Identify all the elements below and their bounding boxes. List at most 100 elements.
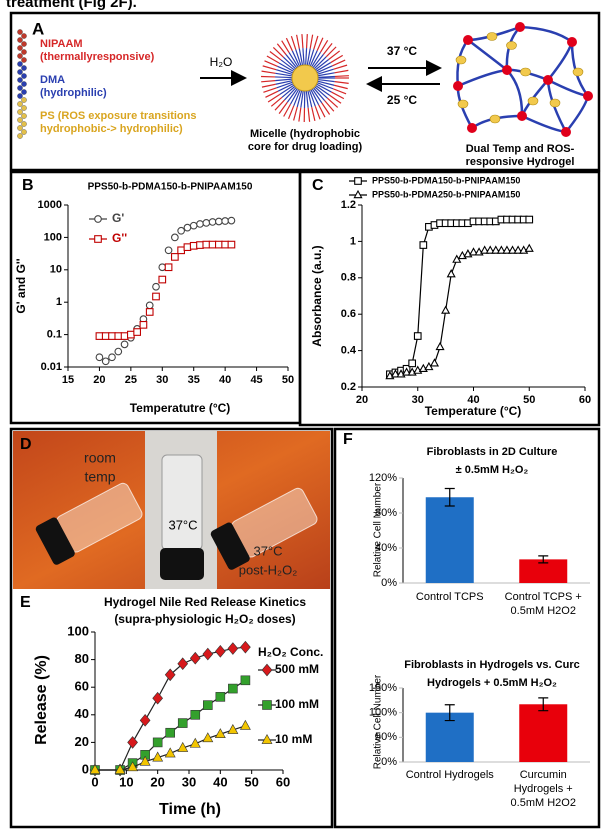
marker (221, 240, 229, 249)
marker (108, 332, 116, 340)
micelle-chain (295, 49, 302, 66)
y-axis-label: Relative Cell Number (373, 482, 384, 577)
ps-node (455, 55, 467, 65)
panel-a-frame (9, 11, 601, 172)
micelle-chain (291, 50, 301, 67)
y-axis-label: G' and G'' (14, 258, 28, 313)
y-tick-label: 40 (75, 706, 89, 721)
bead (17, 61, 23, 67)
marker (95, 353, 104, 362)
micelle-chain (311, 88, 323, 104)
error-bar (444, 704, 455, 722)
marker (139, 755, 151, 766)
x-tick-label: 35 (188, 374, 200, 386)
y-tick-label: 1000 (38, 199, 62, 211)
marker (189, 651, 201, 665)
marker (101, 332, 110, 340)
micelle-chain (288, 52, 299, 68)
vial-cap (210, 522, 250, 570)
bead (17, 101, 23, 107)
micelle-chain (317, 80, 335, 86)
x-tick-label: 60 (276, 774, 290, 789)
error-bar (444, 487, 455, 507)
x-tick-label: 20 (356, 394, 368, 406)
marker (525, 215, 534, 224)
water-label: H₂O (210, 55, 233, 69)
marker (419, 241, 428, 249)
vial-body (161, 454, 203, 551)
x-tick-label: 30 (156, 374, 168, 386)
ps-label: PS (ROS exposure transitions (40, 110, 196, 122)
series-line (389, 248, 530, 377)
marker (158, 275, 167, 284)
y-tick-label: 0.6 (341, 308, 356, 320)
network-strand (519, 25, 573, 44)
nipaam-node (463, 35, 473, 45)
marker (214, 728, 226, 739)
marker (215, 692, 226, 702)
legend-label: 10 mM (275, 732, 312, 746)
marker (196, 241, 204, 249)
marker (502, 245, 512, 254)
micelle-chain (313, 35, 319, 50)
x-axis-label: Time (h) (159, 801, 221, 818)
micelle-chain (274, 76, 293, 79)
bead (17, 117, 23, 123)
ps-node (549, 98, 561, 108)
marker (190, 709, 201, 720)
x-tick-label: 20 (93, 374, 105, 386)
micelle-chain (276, 43, 287, 56)
marker (513, 245, 523, 254)
micelle-chain (296, 90, 303, 108)
micelle-chain (324, 100, 335, 112)
y-tick-label: 120% (369, 472, 397, 484)
heat-label: 37 °C (387, 44, 417, 58)
micelle-chain (275, 72, 293, 77)
marker (114, 332, 123, 340)
panel-f-frame (333, 427, 601, 829)
bead (21, 49, 27, 55)
bead (17, 109, 23, 115)
micelle-chain (332, 59, 346, 67)
marker (94, 235, 102, 243)
ps-node (527, 96, 539, 106)
bead (17, 133, 23, 139)
marker (101, 357, 110, 366)
nipaam-label: NIPAAM (40, 38, 83, 50)
micelle-chain (300, 90, 304, 108)
ps-node (520, 67, 531, 77)
micelle-chain (309, 34, 314, 49)
y-tick-label: 50% (375, 731, 397, 743)
micelle-chain (301, 34, 304, 49)
y-tick-label: 80% (375, 507, 397, 519)
nipaam-node (543, 75, 553, 85)
marker (227, 723, 239, 734)
ps-note: hydrophobic-> hydrophilic) (40, 123, 183, 135)
legend-label: G'' (112, 231, 127, 245)
micelle-chain (325, 46, 337, 58)
vial (35, 482, 143, 565)
ps-node (572, 67, 584, 77)
micelle-chain (277, 83, 294, 92)
y-tick-label: 1.2 (341, 199, 356, 211)
micelle-chain (267, 93, 281, 103)
bar (519, 559, 568, 583)
marker (354, 177, 362, 185)
marker (94, 215, 102, 223)
marker (127, 330, 135, 339)
bead (21, 81, 27, 87)
marker (127, 761, 139, 772)
x-tick-label: Control TCPS (415, 591, 484, 603)
marker (496, 245, 506, 254)
marker (202, 647, 214, 661)
legend-title: H₂O₂ Conc. (258, 645, 323, 659)
y-tick-label: 40% (375, 542, 397, 554)
ps-node (486, 32, 498, 41)
photo-label: 37°C (168, 517, 197, 532)
micelle-chain (314, 105, 321, 120)
marker (413, 332, 422, 340)
marker (89, 763, 101, 774)
y-tick-label: 1 (350, 235, 356, 247)
micelle-chain (322, 42, 333, 55)
